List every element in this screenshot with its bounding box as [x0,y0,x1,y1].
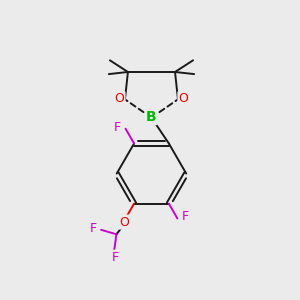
Text: O: O [120,216,130,229]
Text: O: O [178,92,188,105]
Text: F: F [90,222,97,235]
Text: F: F [182,211,189,224]
Text: O: O [115,92,124,105]
Text: F: F [112,251,119,264]
Text: B: B [146,110,157,124]
Text: F: F [114,121,121,134]
